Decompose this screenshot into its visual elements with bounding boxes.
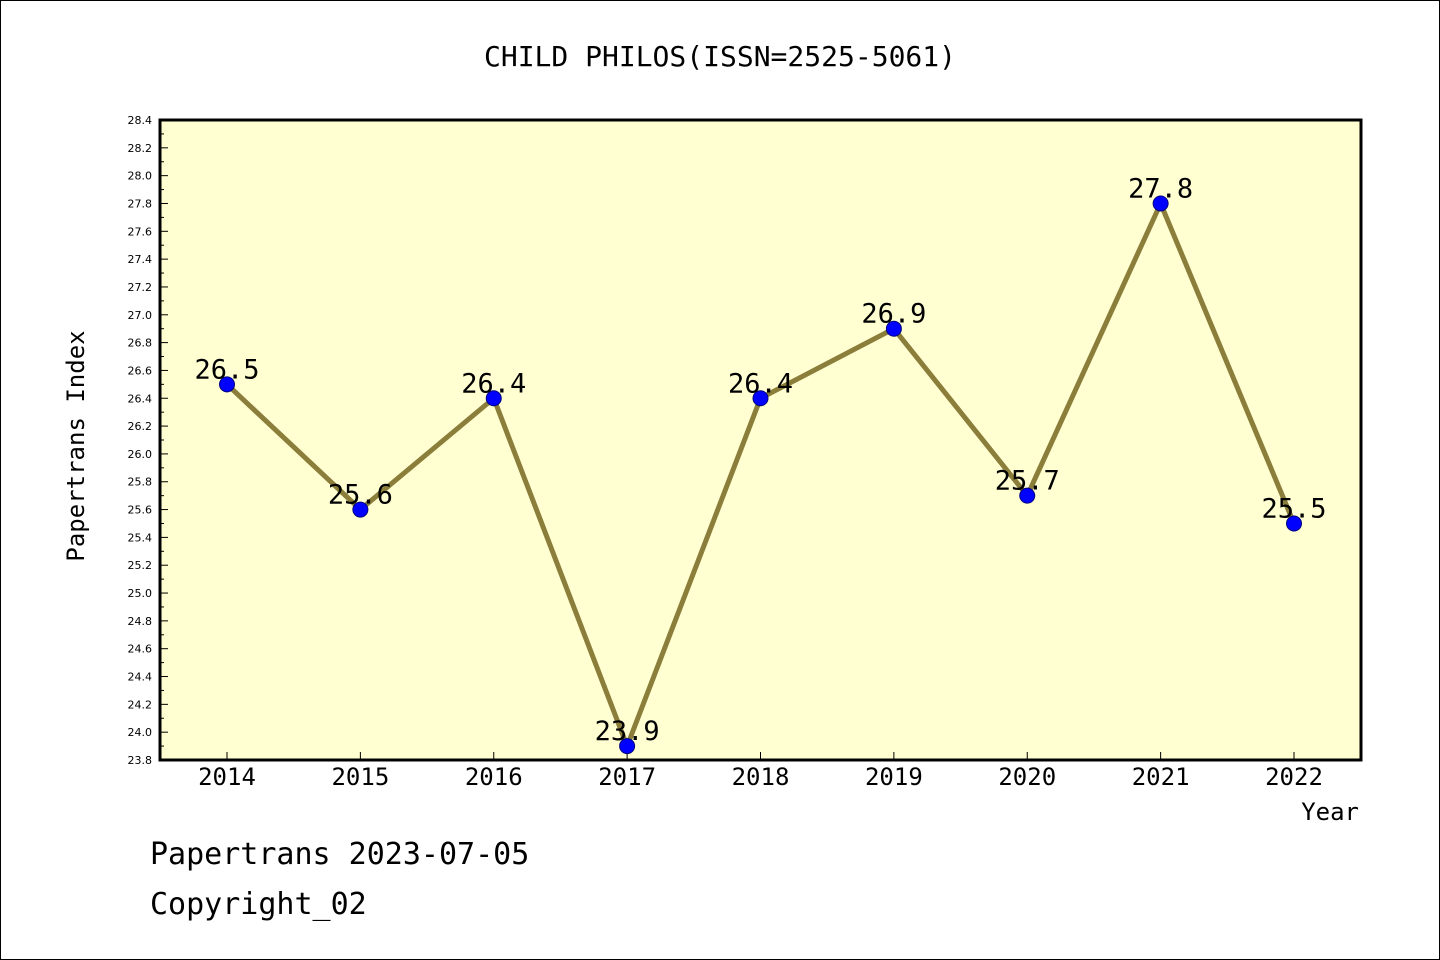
data-point	[1152, 195, 1169, 212]
series-line-group	[219, 195, 1302, 755]
y-tick-label: 28.2	[128, 142, 153, 155]
data-point	[619, 738, 636, 755]
y-tick-label: 27.8	[128, 197, 153, 210]
data-point	[219, 376, 235, 393]
data-label: 25.5	[1261, 493, 1326, 524]
x-tick-label: 2017	[598, 763, 656, 791]
data-point	[352, 501, 369, 518]
x-tick-label: 2014	[198, 763, 256, 791]
x-axis: 2014 2015 2016 2017 2018 2019 2020 2021 2022	[198, 752, 1323, 791]
plot-area	[158, 118, 1363, 762]
data-label: 27.8	[1128, 173, 1193, 204]
y-tick-label: 23.8	[128, 754, 153, 767]
y-tick-label: 24.8	[128, 615, 153, 628]
y-tick-label: 27.2	[128, 281, 153, 294]
y-tick-label: 24.0	[128, 726, 153, 739]
data-labels: 26.5 25.6 26.4 23.9 26.4 26.9 25.7 27.8 25.5	[194, 173, 1326, 747]
y-tick-label: 25.4	[128, 531, 153, 544]
data-point	[1286, 515, 1302, 532]
y-tick-label: 26.6	[128, 364, 153, 377]
y-tick-label: 26.8	[128, 337, 153, 350]
y-tick-label: 26.0	[128, 448, 153, 461]
y-tick-label: 25.8	[128, 476, 153, 489]
y-axis: 23.8 24.0 24.2 24.4 24.6 24.8 25.0 25.2 25.4 25.6…	[128, 114, 168, 767]
y-tick-label: 24.4	[128, 671, 153, 684]
x-tick-label: 2018	[732, 763, 790, 791]
data-label: 25.7	[995, 466, 1060, 497]
x-tick-label: 2021	[1132, 763, 1190, 791]
x-axis-label: Year	[1301, 798, 1359, 826]
x-tick-label: 2016	[465, 763, 523, 791]
y-tick-label: 24.2	[128, 698, 153, 711]
data-point	[485, 390, 502, 407]
y-tick-label: 28.4	[128, 114, 153, 127]
data-label: 26.5	[194, 354, 259, 385]
data-point	[752, 390, 769, 407]
y-tick-label: 26.4	[128, 392, 153, 405]
data-label: 23.9	[595, 716, 660, 747]
data-point	[1019, 487, 1036, 504]
y-tick-label: 27.6	[128, 225, 153, 238]
x-tick-label: 2015	[331, 763, 389, 791]
data-label: 26.4	[461, 368, 526, 399]
y-tick-label: 26.2	[128, 420, 153, 433]
data-point	[885, 320, 902, 337]
footer-copyright: Copyright_02	[150, 887, 367, 922]
y-tick-label: 25.2	[128, 559, 153, 572]
y-tick-label: 24.6	[128, 643, 153, 656]
data-label: 25.6	[328, 480, 393, 511]
y-tick-label: 25.6	[128, 504, 153, 517]
y-tick-label: 25.0	[128, 587, 153, 600]
footer-date: Papertrans 2023-07-05	[150, 837, 529, 872]
data-label: 26.9	[861, 299, 926, 330]
x-tick-label: 2019	[865, 763, 923, 791]
y-tick-label: 28.0	[128, 170, 153, 183]
y-tick-label: 27.0	[128, 309, 153, 322]
x-tick-label: 2020	[998, 763, 1056, 791]
chart-title: CHILD PHILOS(ISSN=2525-5061)	[484, 40, 956, 73]
x-tick-label: 2022	[1265, 763, 1323, 791]
y-axis-label: Papertrans Index	[62, 330, 90, 561]
data-label: 26.4	[728, 368, 793, 399]
y-tick-label: 27.4	[128, 253, 153, 266]
